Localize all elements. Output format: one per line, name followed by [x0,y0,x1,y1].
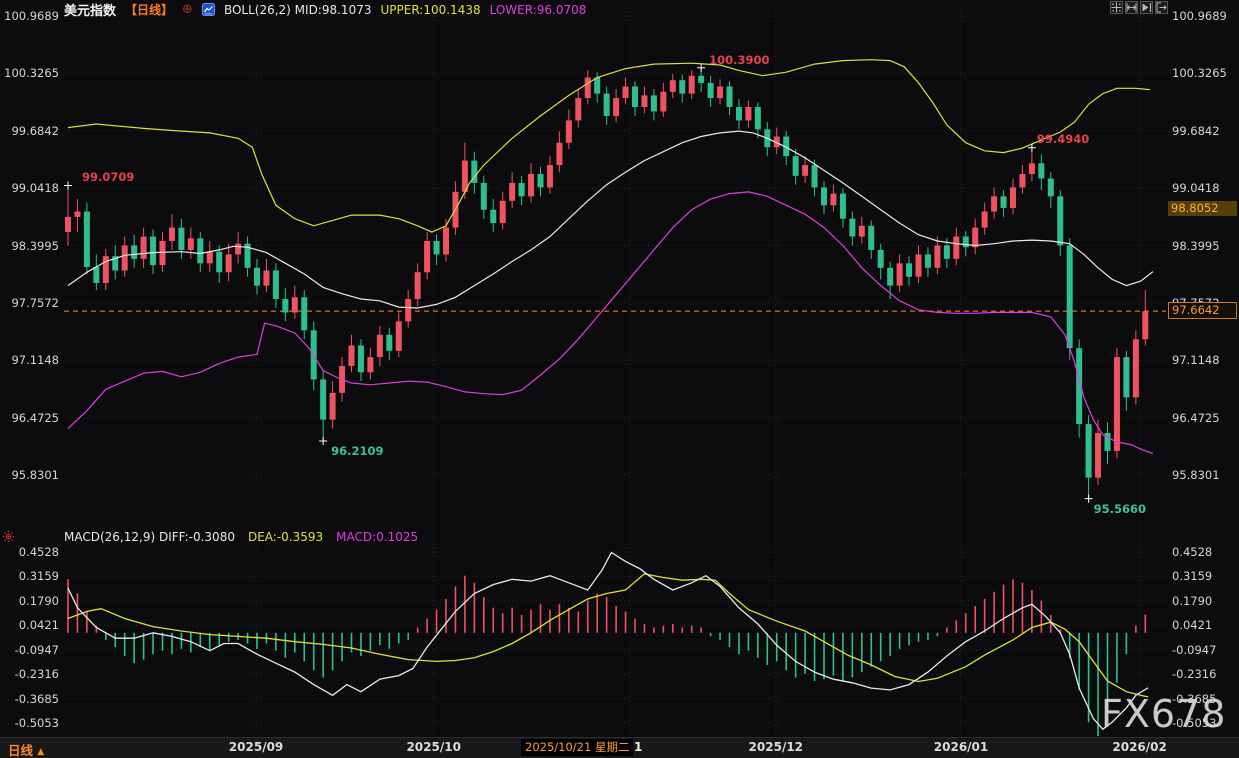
goto-latest-icon[interactable] [1155,1,1168,14]
main-indicator-bar: 美元指数 【日线】 ⊕ BOLL(26,2) MID:98.1073 UPPER… [64,1,587,20]
x-axis-label: 2026/01 [933,740,989,754]
x-axis-label: 2026/02 [1112,740,1167,754]
macd-axis-label: -0.0947 [14,642,59,657]
macd-axis-label: -0.2316 [1172,667,1217,682]
macd-axis-label: -0.3685 [1172,691,1217,706]
boll-lower-readout: LOWER:96.0708 [489,2,587,17]
macd-axis-label: 0.0421 [18,618,59,633]
macd-axis-label: 0.3159 [1172,569,1213,584]
obscured-month-label: 1 [634,740,643,754]
price-axis-label: 99.6842 [1172,123,1220,138]
price-axis-label: 100.9689 [4,9,59,23]
macd-axis-label: 0.0421 [1172,618,1213,633]
period-arrow-icon: ▲ [37,747,45,757]
time-axis-bar: 日线 ▲ 2025/09 2025/10 2025/12 2026/01 2026/02… [0,737,1239,758]
macd-axis-label: 0.1790 [18,593,59,608]
macd-axis-label: 0.1790 [1172,593,1213,608]
price-axis-label: 98.3995 [11,238,59,253]
axis-badge-session-high: 98.8052 [1168,201,1237,217]
price-axis-label: 100.9689 [1172,9,1227,23]
axis-badge-current-price: 97.6642 [1168,302,1237,320]
boll-mid-readout: BOLL(26,2) MID:98.1073 [223,2,372,17]
price-axis-label: 99.6842 [11,123,59,138]
price-axis-label: 97.7572 [11,295,59,310]
symbol-name: 美元指数 [64,4,117,19]
watermark-logo: FX678 [1101,692,1227,736]
price-axis-label: 98.3995 [1172,238,1220,253]
chart-type-icon[interactable] [201,3,215,16]
add-indicator-icon[interactable]: ⊕ [182,1,193,17]
macd-hist-readout: MACD:0.1025 [336,529,419,544]
crosshair-date-box: 2025/10/21 星期二 [521,739,634,756]
macd-axis-label: -0.3685 [14,691,59,706]
fit-horizontal-icon[interactable] [1125,1,1138,14]
pan-crosshair-icon[interactable] [1110,1,1123,14]
macd-axis-label: -0.2316 [14,667,59,682]
price-axis-label: 96.4725 [11,410,59,425]
price-axis-label: 99.0418 [11,181,59,196]
price-axis-label: 100.3265 [1172,66,1227,81]
period-tag: 【日线】 [125,3,174,17]
price-annotation: 96.2109 [331,443,384,458]
macd-axis-label: -0.0947 [1172,642,1217,657]
macd-axis-label: 0.4528 [18,545,59,559]
period-selector[interactable]: 日线 ▲ [8,743,45,758]
boll-upper-readout: UPPER:100.1438 [380,2,481,17]
macd-axis-label: 0.4528 [1172,545,1213,559]
macd-axis-label: -0.5053 [14,716,59,730]
price-axis-label: 99.0418 [1172,181,1220,196]
price-axis-label: 95.8301 [11,468,59,482]
macd-diff-readout: MACD(26,12,9) DIFF:-0.3080 [64,529,235,544]
price-axis-label: 100.3265 [4,66,59,81]
price-annotation: 99.0709 [82,169,135,184]
price-axis-label: 97.1148 [1172,353,1220,368]
price-axis-label: 97.1148 [11,353,59,368]
price-annotation: 95.5660 [1093,501,1146,516]
x-axis-label: 2025/09 [228,740,284,754]
price-annotation: 99.4940 [1036,131,1090,146]
price-annotation: 100.3900 [709,52,770,67]
macd-dea-readout: DEA:-0.3593 [247,529,324,544]
macd-settings-icon[interactable] [2,528,15,547]
macd-axis-label: 0.3159 [18,569,59,584]
macd-axis-label: -0.5053 [1172,716,1217,730]
price-axis-label: 95.8301 [1172,468,1220,482]
x-axis-label: 2025/12 [748,740,804,754]
chart-toolbar [1110,1,1168,14]
play-forward-icon[interactable] [1140,1,1153,14]
price-axis-label: 96.4725 [1172,410,1220,425]
x-axis-label: 2025/10 [406,740,461,754]
macd-indicator-bar: MACD(26,12,9) DIFF:-0.3080 DEA:-0.3593 M… [64,529,418,544]
